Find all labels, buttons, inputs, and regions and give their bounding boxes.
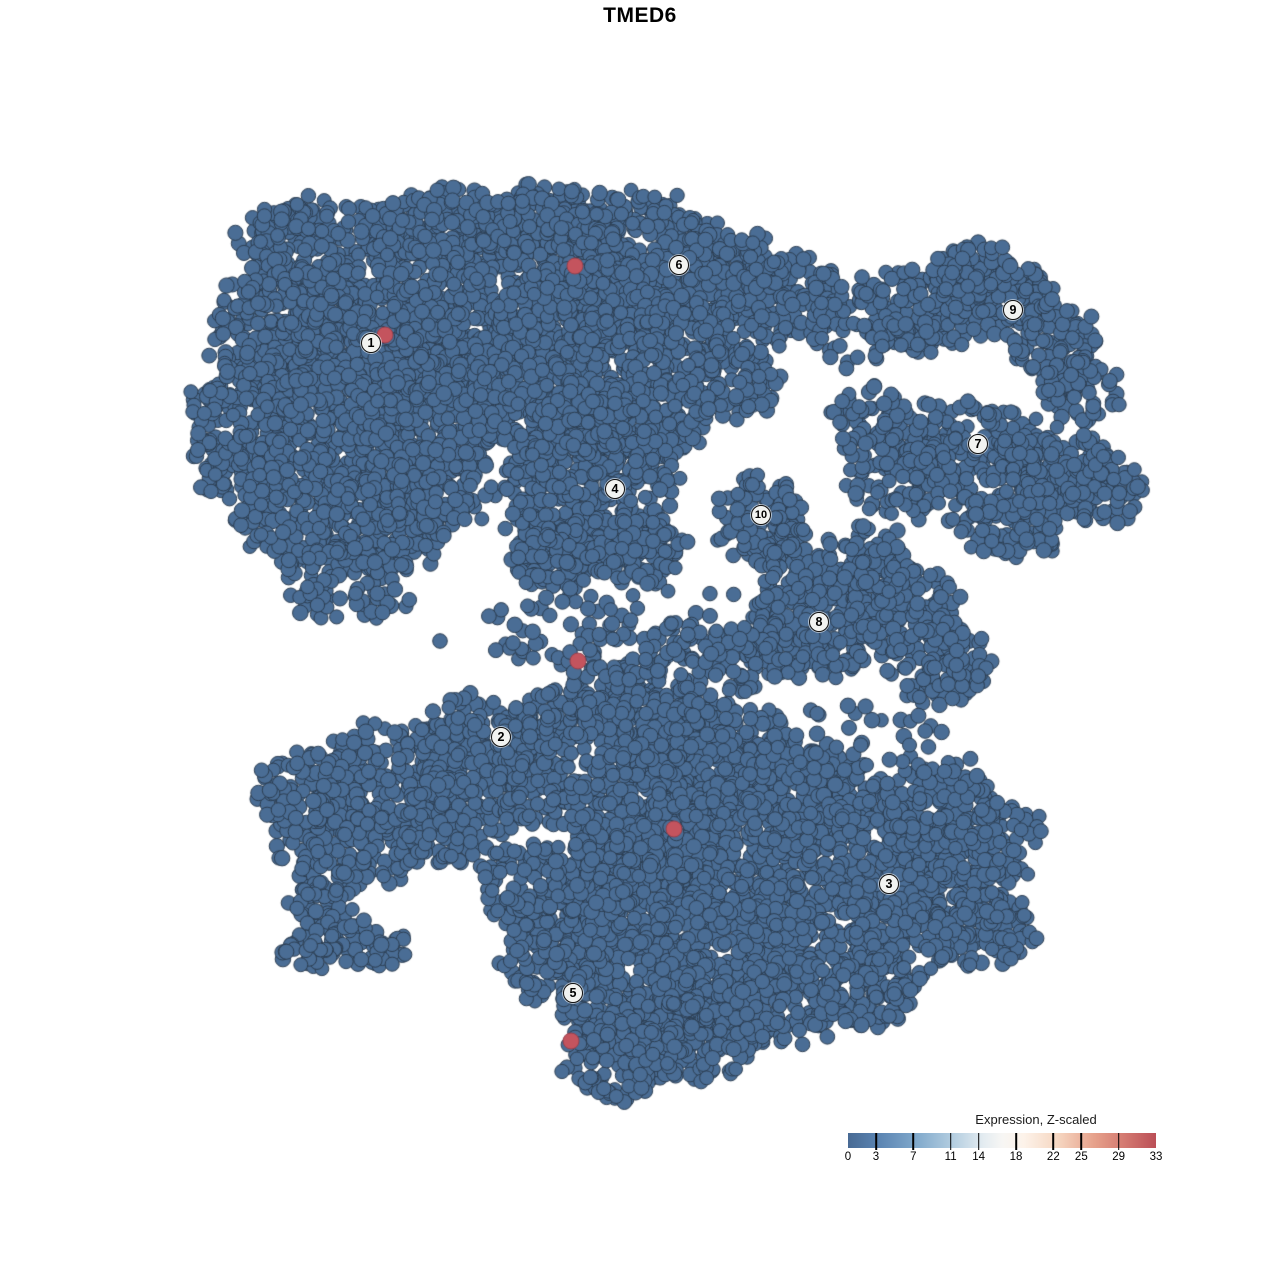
- legend-tick-label-18: 18: [1009, 1151, 1023, 1163]
- cluster-label-4: 4: [605, 479, 625, 499]
- legend-tick-3: [875, 1133, 877, 1150]
- legend-tick-11: [949, 1133, 952, 1150]
- legend-tick-label-3: 3: [872, 1151, 880, 1163]
- cluster-label-6: 6: [669, 255, 689, 275]
- legend-colorbar: [848, 1133, 1156, 1148]
- legend-title: Expression, Z-scaled: [975, 1112, 1097, 1127]
- legend-tick-18: [1015, 1133, 1017, 1150]
- cluster-label-9: 9: [1003, 300, 1023, 320]
- legend-tick-label-0: 0: [844, 1151, 852, 1163]
- legend-tick-22: [1052, 1133, 1055, 1150]
- cluster-label-3: 3: [879, 874, 899, 894]
- cluster-label-1: 1: [361, 333, 381, 353]
- legend-tick-7: [912, 1133, 915, 1150]
- legend-tick-label-33: 33: [1149, 1151, 1163, 1163]
- legend-tick-label-7: 7: [910, 1151, 917, 1163]
- legend-tick-label-14: 14: [972, 1151, 986, 1163]
- cluster-label-8: 8: [809, 612, 829, 632]
- legend-tick-label-25: 25: [1074, 1151, 1088, 1163]
- legend-tick-25: [1080, 1133, 1083, 1150]
- cluster-label-7: 7: [968, 434, 988, 454]
- legend-tick-label-22: 22: [1046, 1151, 1060, 1163]
- cluster-label-5: 5: [563, 983, 583, 1003]
- cluster-label-2: 2: [491, 727, 511, 747]
- legend-tick-label-11: 11: [944, 1151, 957, 1163]
- cluster-label-10: 10: [751, 505, 771, 525]
- legend-tick-14: [977, 1133, 980, 1150]
- legend-tick-29: [1117, 1133, 1120, 1150]
- legend-tick-label-29: 29: [1112, 1151, 1126, 1163]
